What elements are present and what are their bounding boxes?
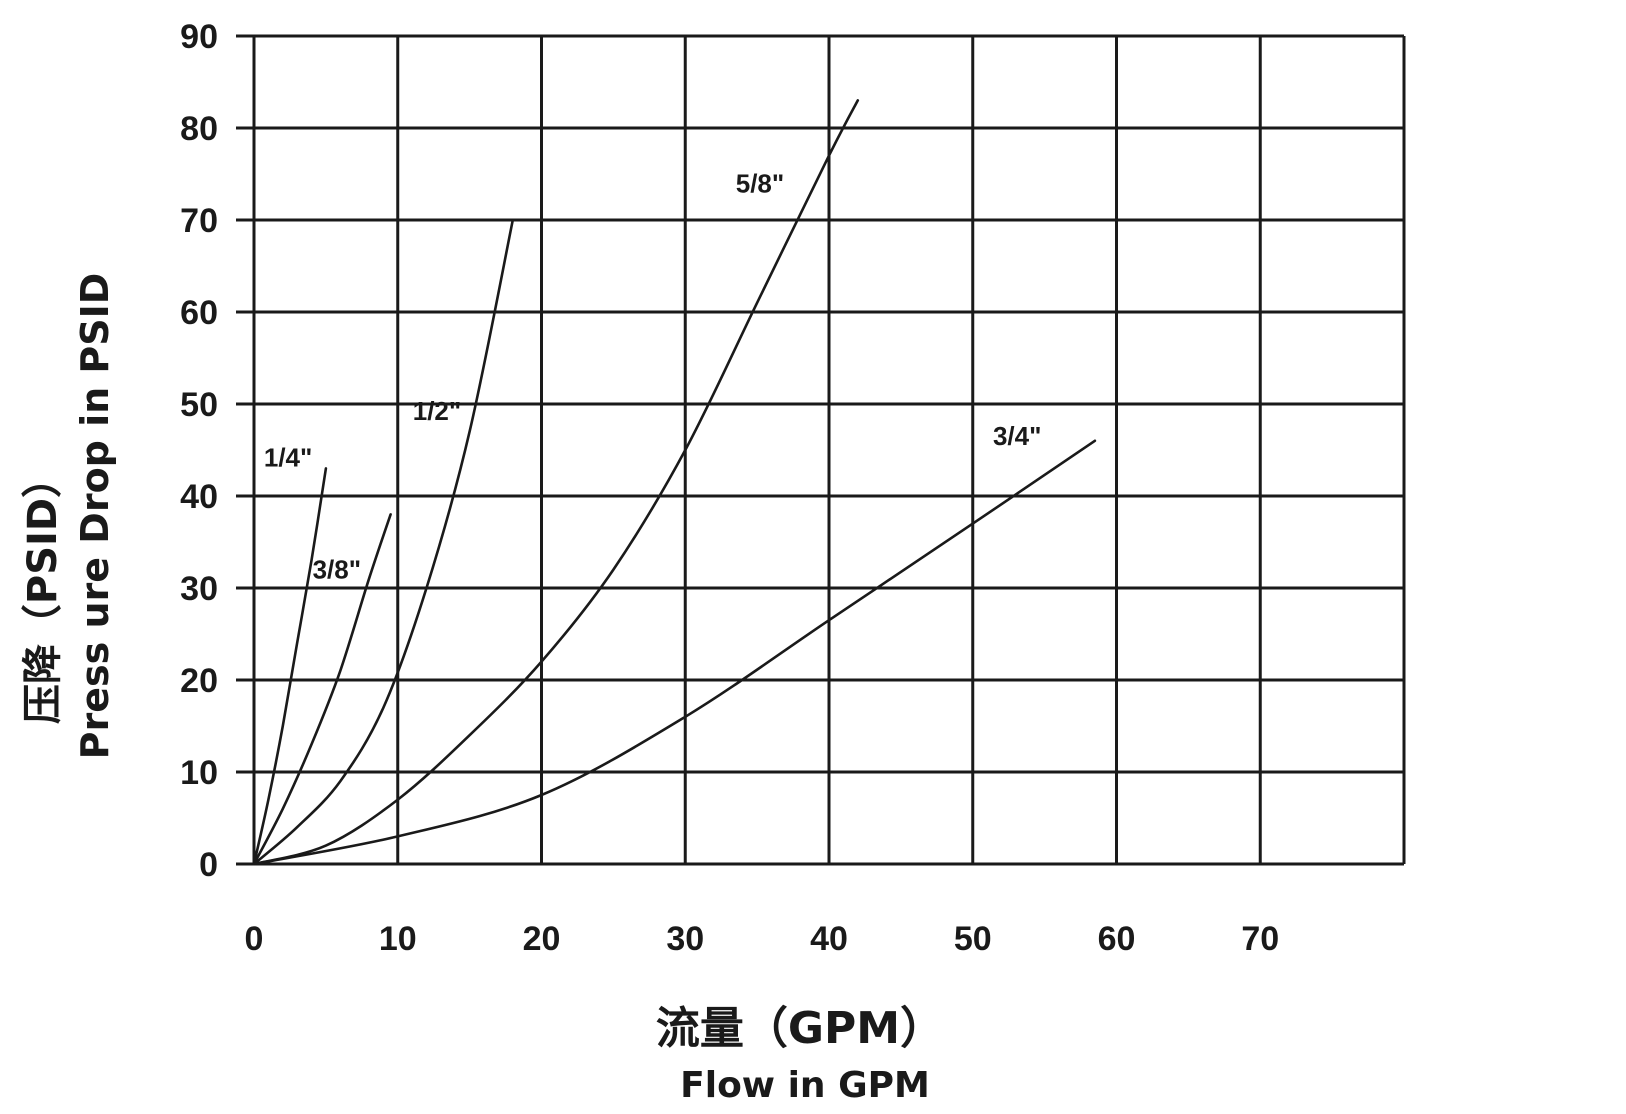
x-axis-title-en: Flow in GPM xyxy=(680,1065,930,1106)
series-line-0 xyxy=(252,467,328,866)
x-tick-label: 40 xyxy=(810,920,848,958)
y-tick-label: 90 xyxy=(180,18,218,56)
x-tick-label: 60 xyxy=(1098,920,1136,958)
y-axis-title-cn: 压降（PSID） xyxy=(20,458,66,724)
y-tick-label: 30 xyxy=(180,570,218,608)
curves xyxy=(252,99,1097,866)
series-line-2 xyxy=(252,218,515,866)
series-label-0: 1/4" xyxy=(264,442,312,472)
x-tick-label: 0 xyxy=(245,920,264,958)
y-axis-title-en: Press ure Drop in PSID xyxy=(73,273,117,760)
series-line-4 xyxy=(252,439,1097,866)
series-label-3: 5/8" xyxy=(736,168,784,198)
x-tick-label: 50 xyxy=(954,920,992,958)
y-tick-label: 40 xyxy=(180,478,218,516)
y-tick-label: 10 xyxy=(180,754,218,792)
x-tick-label: 10 xyxy=(379,920,417,958)
y-tick-label: 70 xyxy=(180,202,218,240)
series-label-2: 1/2" xyxy=(413,396,461,426)
grid xyxy=(236,34,1406,866)
x-tick-label: 70 xyxy=(1241,920,1279,958)
x-tick-label: 30 xyxy=(666,920,704,958)
y-tick-label: 80 xyxy=(180,110,218,148)
y-tick-label: 60 xyxy=(180,294,218,332)
y-tick-label: 0 xyxy=(199,846,218,884)
series-label-1: 3/8" xyxy=(313,554,361,584)
x-tick-label: 20 xyxy=(523,920,561,958)
series-line-3 xyxy=(252,99,860,866)
series-label-4: 3/4" xyxy=(993,421,1041,451)
labels: 0 10 20 30 40 50 60 70 80 90 0 10 20 30 40 50 60 70 1/4" 3/… xyxy=(180,18,1279,958)
y-tick-label: 50 xyxy=(180,386,218,424)
y-tick-label: 20 xyxy=(180,662,218,700)
series-line-1 xyxy=(252,513,392,866)
x-axis-title-cn: 流量（GPM） xyxy=(656,1003,944,1054)
